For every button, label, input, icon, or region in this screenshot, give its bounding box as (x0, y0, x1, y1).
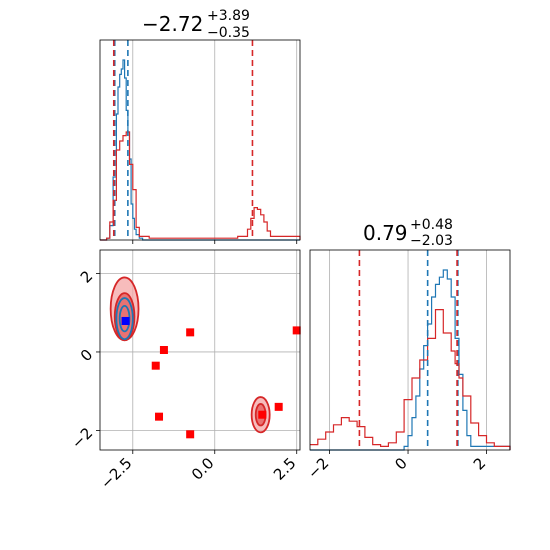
joint-scatter-panel: −2.5 0.0 2.5 −2 0 2 (68, 249, 301, 493)
joint-xtick-label: −2.5 (97, 454, 135, 492)
param1-hist-red (100, 131, 301, 241)
joint-xtick-label: 0.0 (188, 454, 218, 484)
param1-title-sub: −0.35 (207, 25, 250, 41)
red-marker (155, 412, 164, 421)
red-marker (151, 361, 160, 370)
param2-title-sub: −2.03 (410, 233, 453, 249)
joint-scatter-frame (99, 249, 301, 451)
param2-xtick-label: 2 (470, 454, 489, 473)
joint-ytick-label: 2 (77, 267, 96, 286)
param2-title-main: 0.79 (363, 221, 408, 245)
red-marker (292, 326, 301, 335)
red-marker (186, 328, 195, 337)
blue-contour (115, 297, 134, 341)
param2-title-sup: +0.48 (410, 217, 453, 233)
red-marker (258, 410, 267, 419)
param2-marginal-frame (309, 249, 511, 451)
red-contour (113, 292, 136, 342)
param1-marginal-panel: −2.72 +3.89 −0.35 (99, 8, 301, 244)
red-marker (186, 430, 195, 439)
param2-marginal-panel: −2 0 2 0.79 +0.48 −2.03 (304, 217, 511, 482)
param1-title-main: −2.72 (142, 12, 203, 36)
joint-ytick-label: 0 (77, 346, 96, 365)
joint-xtick-label: 2.5 (270, 454, 300, 484)
param1-hist-blue (100, 59, 300, 241)
param2-xtick-label: −2 (304, 454, 332, 482)
blue-marker (121, 316, 130, 325)
param1-marginal-frame (99, 39, 301, 241)
param1-title-sup: +3.89 (207, 8, 250, 24)
param2-hist-blue (310, 269, 511, 451)
red-marker (159, 346, 168, 354)
red-marker (274, 402, 283, 411)
param2-hist-red (310, 309, 511, 450)
param2-xtick-label: 0 (391, 454, 410, 473)
joint-ytick-label: −2 (68, 424, 96, 452)
